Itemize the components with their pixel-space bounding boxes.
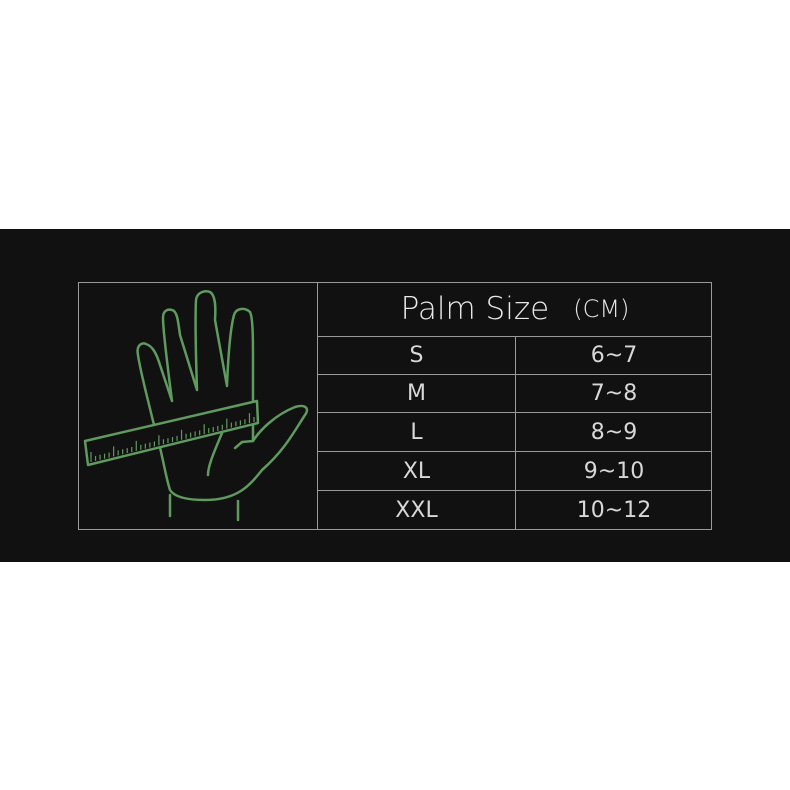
range-cell: 8~9	[590, 419, 638, 445]
table-row: XXL 10~12	[318, 491, 712, 529]
size-cell: M	[318, 375, 516, 412]
size-cell: L	[318, 413, 516, 451]
hand-outline	[136, 290, 309, 502]
size-cell: S	[318, 337, 516, 374]
table-row: XL 9~10	[318, 452, 712, 491]
header-unit: (CM)	[573, 295, 630, 323]
size-cell: XL	[318, 452, 516, 490]
size-cell: XXL	[318, 491, 516, 529]
size-table	[78, 282, 712, 530]
thumb-line	[233, 439, 255, 450]
illustration-cell	[78, 282, 318, 530]
table-header: Palm Size (CM)	[318, 282, 712, 337]
size-chart-panel	[0, 229, 790, 562]
range-cell: 6~7	[590, 343, 638, 368]
table-row: L 8~9	[318, 413, 712, 452]
palm-crease	[206, 431, 224, 477]
range-cell: 9~10	[583, 458, 645, 484]
range-cell: 10~12	[576, 497, 652, 523]
ruler	[83, 399, 260, 467]
range-cell: 7~8	[590, 381, 638, 406]
header-title: Palm Size	[400, 291, 550, 327]
table-row: S 6~7	[318, 337, 712, 375]
table-row: M 7~8	[318, 375, 712, 413]
